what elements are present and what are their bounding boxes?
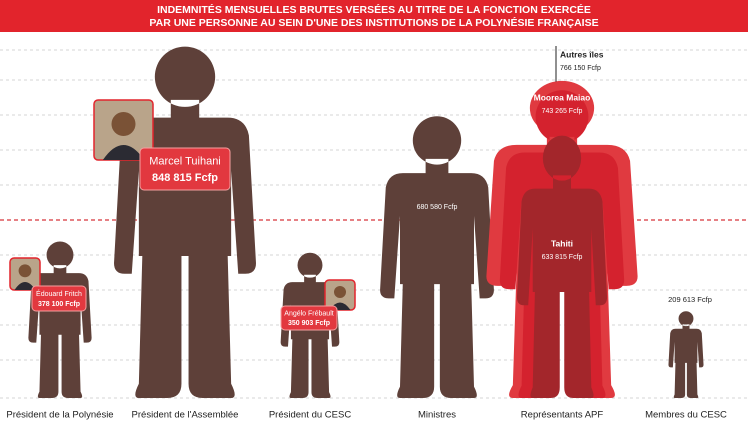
apf-name: Autres îles [560, 49, 604, 59]
person-name: Angélo Frébault [284, 311, 333, 318]
apf-name: Tahiti [551, 238, 573, 248]
category-label: Président de la Polynésie [6, 410, 113, 421]
photo [324, 279, 356, 311]
value-label: 680 580 Fcfp [417, 204, 458, 211]
value-label: 633 815 Fcfp [542, 254, 583, 261]
photo-body [14, 282, 36, 290]
title-line: INDEMNITÉS MENSUELLES BRUTES VERSÉES AU … [157, 3, 591, 16]
category-label: Membres du CESC [645, 410, 727, 421]
value-label: 743 265 Fcfp [542, 108, 583, 115]
value-label: 766 150 Fcfp [560, 65, 601, 72]
figure [516, 135, 608, 398]
photo-face [18, 264, 32, 278]
labels: Président de la Polynésie Président de l'… [6, 46, 727, 421]
photo-face [111, 112, 136, 136]
photo-face [334, 286, 346, 298]
title-band [0, 0, 748, 32]
figure [668, 311, 704, 398]
person-name: Marcel Tuihani [149, 155, 221, 167]
apf-name: Moorea Maiao [534, 92, 591, 102]
category-label: Président du CESC [269, 410, 352, 421]
value-label: 378 100 Fcfp [38, 301, 80, 308]
label-box [280, 305, 338, 331]
decor-grid [0, 49, 748, 399]
figure [380, 116, 494, 399]
photo [9, 257, 41, 291]
figure [28, 241, 92, 398]
category-label: Représentants APF [521, 410, 604, 421]
value-label: 848 815 Fcfp [152, 172, 218, 184]
title-line: PAR UNE PERSONNE AU SEIN D'UNE DES INSTI… [149, 16, 598, 29]
photo-body [102, 145, 145, 160]
value-label: 209 613 Fcfp [668, 295, 712, 304]
label-box [31, 285, 87, 312]
person-name: Édouard Fritch [36, 289, 82, 298]
category-label: Ministres [418, 410, 456, 421]
value-label: 350 903 Fcfp [288, 320, 330, 327]
label-box [139, 147, 231, 191]
photo [93, 99, 154, 161]
category-label: Président de l'Assemblée [132, 410, 239, 421]
